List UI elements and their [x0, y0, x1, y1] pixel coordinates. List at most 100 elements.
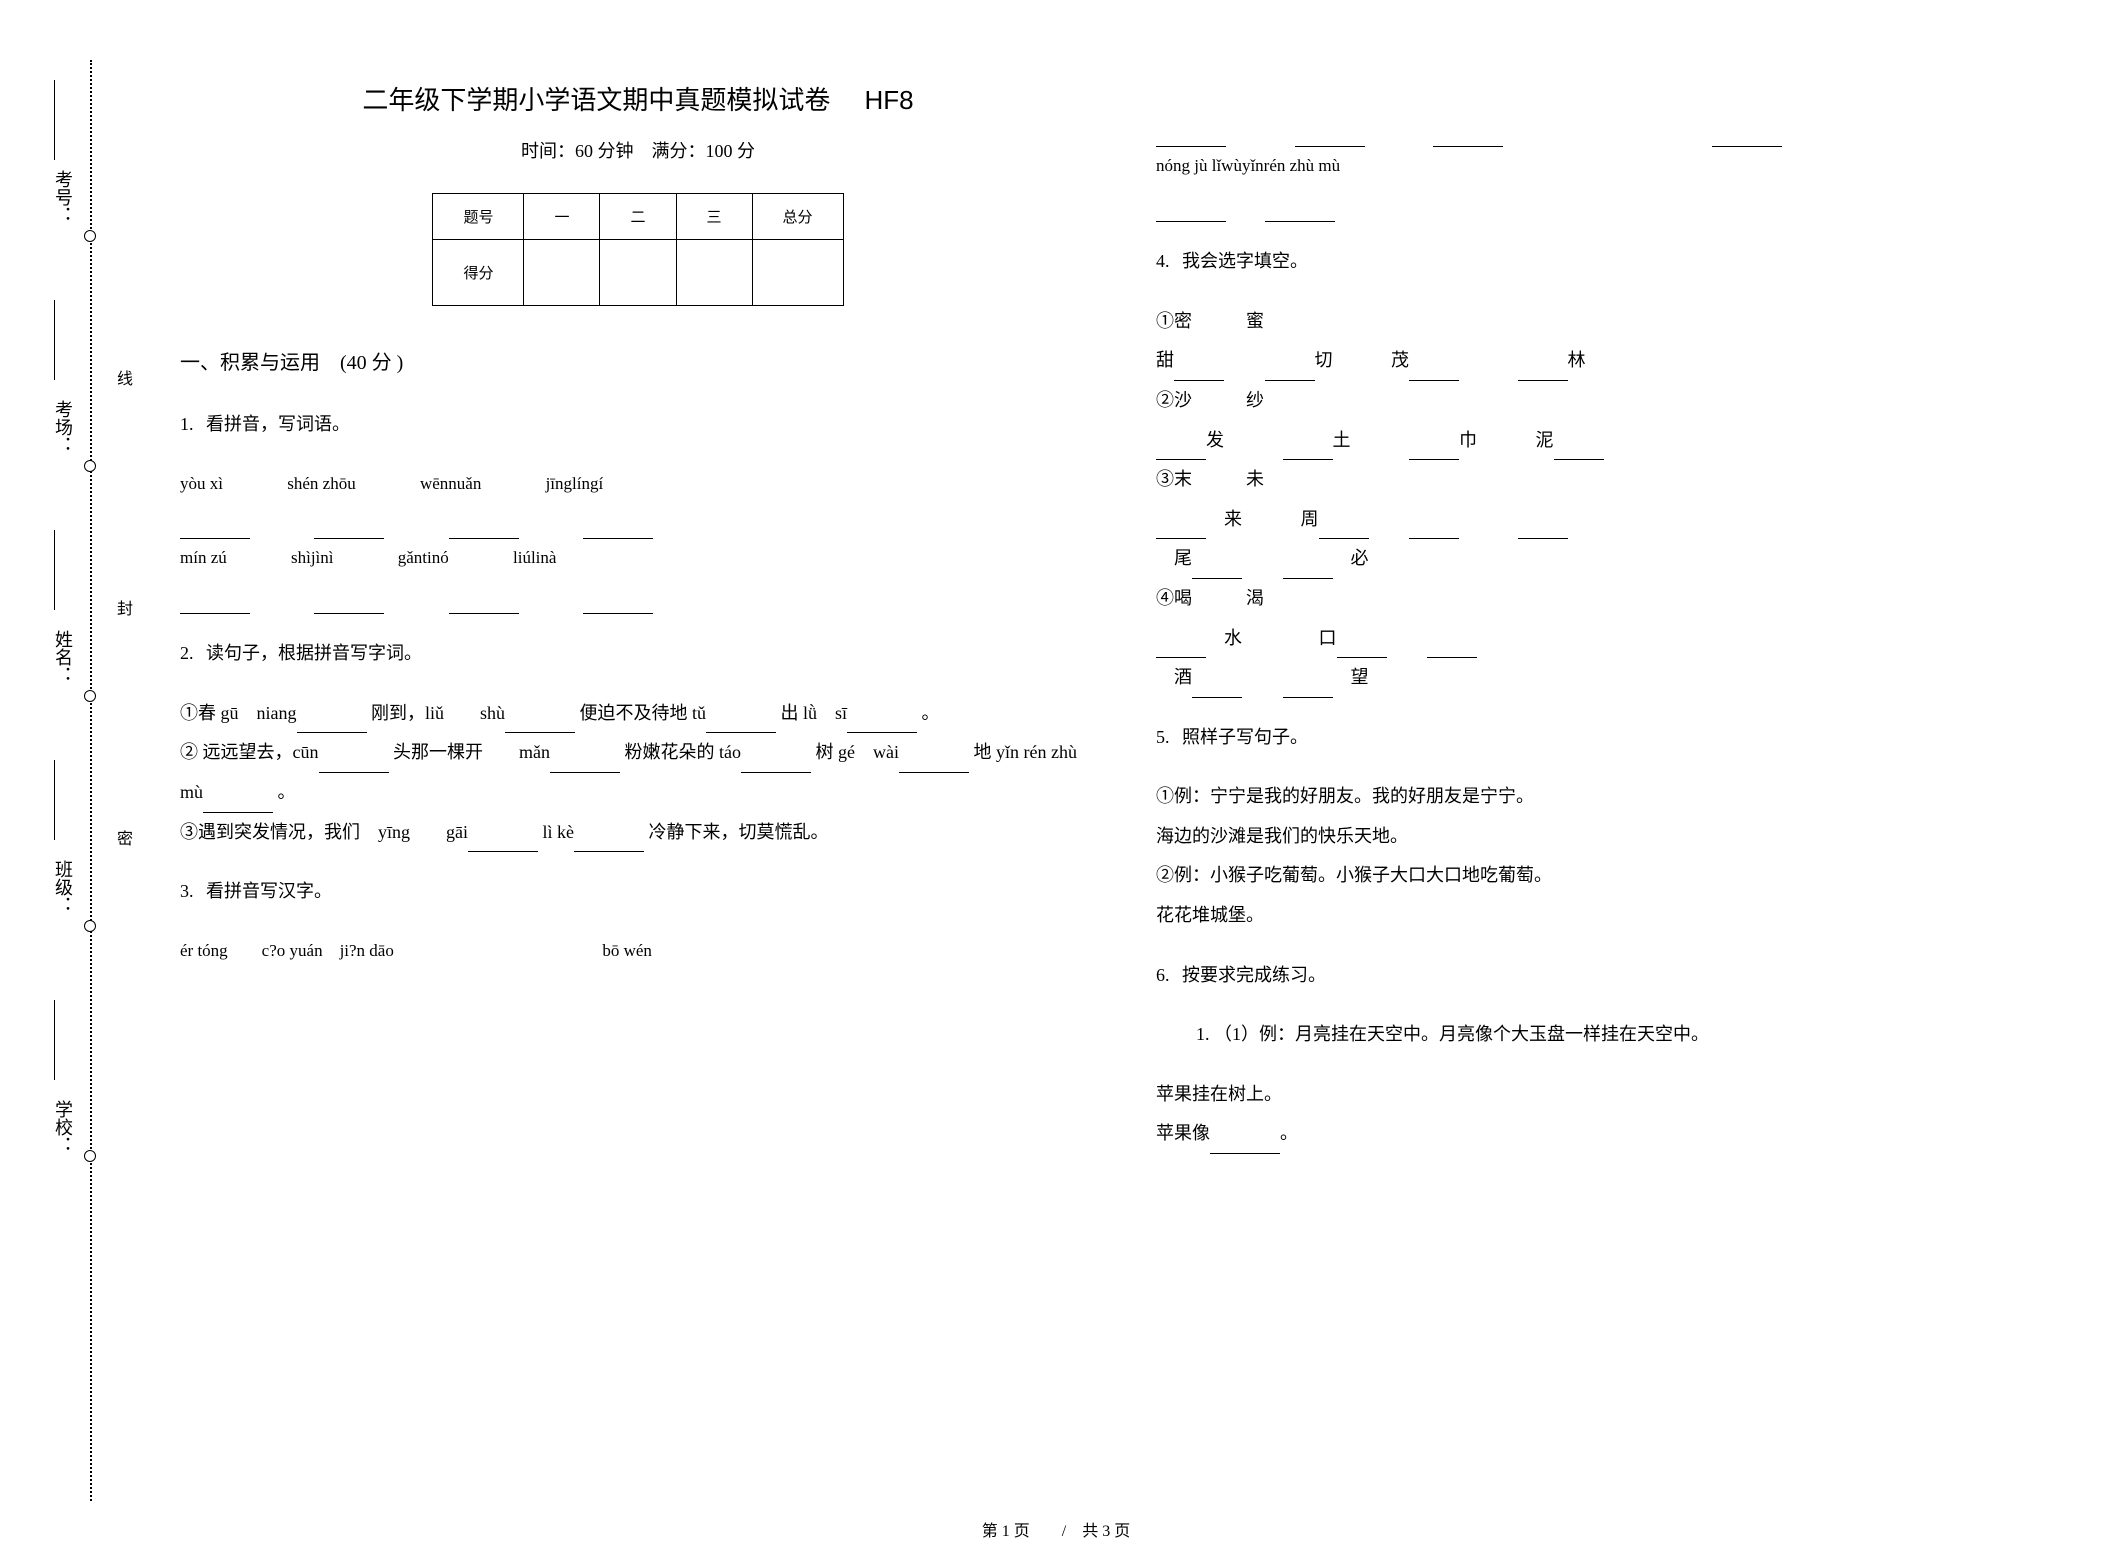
answer-blank [1156, 125, 1226, 147]
pinyin-row: nóng jù lǐwùyǐnrén zhù mù [1156, 147, 2072, 184]
answer-blank [706, 711, 776, 733]
answer-blank [899, 751, 969, 773]
text-part: 冷静下来，切莫慌乱。 [649, 822, 829, 842]
prompt-line: 苹果像。 [1156, 1114, 2072, 1154]
pinyin-item: wēnnuǎn [420, 465, 481, 502]
text-part: 土 [1333, 430, 1351, 450]
q6-sub1: 1. （1）例：月亮挂在天空中。月亮像个大玉盘一样挂在天空中。 [1156, 1015, 2072, 1055]
answer-blank [1409, 438, 1459, 460]
text-part: 周 [1301, 509, 1319, 529]
pinyin-row: yòu xì shén zhōu wēnnuǎn jīnglíngí [180, 465, 1096, 502]
q6-lines: 苹果挂在树上。 苹果像。 [1156, 1075, 2072, 1154]
pinyin-row [1156, 110, 2072, 147]
pinyin-item: liúlinà [513, 539, 556, 576]
pinyin-item: ér tóng c?o yuán ji?n dāo [180, 941, 394, 960]
answer-blank [319, 751, 389, 773]
text-part: 。 [1280, 1123, 1298, 1143]
question-title: 看拼音，写词语。 [206, 414, 350, 434]
left-column: 二年级下学期小学语文期中真题模拟试卷 HF8 时间：60 分钟 满分：100 分… [180, 30, 1096, 1531]
binding-circle [84, 230, 96, 242]
answer-blank [180, 502, 250, 539]
answer-blank [1265, 359, 1315, 381]
question-number: 5. [1156, 727, 1170, 747]
pinyin-item: mín zú [180, 539, 227, 576]
prompt-text: 海边的沙滩是我们的快乐天地。 [1156, 817, 2072, 857]
text-part: 甜 [1156, 350, 1174, 370]
question-title: 看拼音写汉字。 [206, 881, 332, 901]
text-part: 必 [1333, 548, 1369, 568]
question-2-body: ①春 gū niang 刚到，liǔ shù 便迫不及待地 tǔ 出 lǜ sī… [180, 694, 1096, 852]
text-part: 望 [1333, 667, 1369, 687]
answer-blank [314, 577, 384, 614]
question-6: 6. 按要求完成练习。 [1156, 956, 2072, 996]
text-part: 水 [1206, 628, 1242, 648]
question-number: 4. [1156, 251, 1170, 271]
right-column: nóng jù lǐwùyǐnrén zhù mù 4. 我会选字填空。 ①密 … [1156, 30, 2072, 1531]
text-part: 树 gé wài [816, 742, 899, 762]
pinyin-row: ér tóng c?o yuán ji?n dāo bō wén [180, 932, 1096, 969]
binding-circle [84, 920, 96, 932]
answer-blank [1283, 676, 1333, 698]
binding-circle [84, 1150, 96, 1162]
choice-label: ①密 蜜 [1156, 302, 2072, 342]
binding-label-class: 班级： [50, 860, 76, 914]
binding-underline [54, 1000, 56, 1080]
page-footer: 第 1 页 / 共 3 页 [982, 1517, 1130, 1541]
pinyin-item: shén zhōu [287, 465, 355, 502]
pinyin-item: jīnglíngí [546, 465, 604, 502]
table-cell: 得分 [433, 240, 524, 306]
binding-label-exam-id: 考号： [50, 170, 76, 224]
table-cell: 一 [524, 194, 600, 240]
text-part: 尾 [1156, 548, 1192, 568]
text-part: 便迫不及待地 tǔ [580, 703, 707, 723]
table-cell [676, 240, 752, 306]
pinyin-item: nóng jù lǐwùyǐnrén zhù mù [1156, 156, 1340, 175]
answer-blank [449, 502, 519, 539]
answer-blank [583, 502, 653, 539]
question-title: 我会选字填空。 [1182, 251, 1308, 271]
text-part: 口 [1319, 628, 1337, 648]
binding-dotted-line [90, 60, 92, 1501]
binding-underline [54, 80, 56, 160]
answer-blank [1156, 200, 1226, 222]
answer-blank [583, 577, 653, 614]
answer-blank [1409, 517, 1459, 539]
choice-label: ②沙 纱 [1156, 381, 2072, 421]
answer-blank [449, 577, 519, 614]
text-part: 发 [1206, 430, 1224, 450]
table-cell: 三 [676, 194, 752, 240]
text-part: 出 lǜ sī [781, 703, 848, 723]
question-4: 4. 我会选字填空。 [1156, 242, 2072, 282]
pinyin-row [180, 502, 1096, 539]
table-row: 题号 一 二 三 总分 [433, 194, 843, 240]
answer-blank [1192, 676, 1242, 698]
answer-blank [505, 711, 575, 733]
answer-blank [550, 751, 620, 773]
example-text: （1）例：月亮挂在天空中。月亮像个大玉盘一样挂在天空中。 [1214, 1024, 1709, 1044]
pinyin-row [1156, 185, 2072, 222]
answer-blank [1319, 517, 1369, 539]
answer-blank [1433, 125, 1503, 147]
question-2: 2. 读句子，根据拼音写字词。 [180, 634, 1096, 674]
answer-blank [741, 751, 811, 773]
title-row: 二年级下学期小学语文期中真题模拟试卷 HF8 [180, 80, 1096, 117]
pinyin-item: yòu xì [180, 465, 223, 502]
text-part: 刚到，liǔ shù [371, 703, 505, 723]
prompt-text: 苹果挂在树上。 [1156, 1075, 2072, 1115]
answer-blank [297, 711, 367, 733]
question-title: 读句子，根据拼音写字词。 [206, 643, 422, 663]
answer-blank [468, 830, 538, 852]
answer-blank [1283, 557, 1333, 579]
answer-blank [847, 711, 917, 733]
text-part: lì kè [543, 822, 575, 842]
q5-body: ①例：宁宁是我的好朋友。我的好朋友是宁宁。 海边的沙滩是我们的快乐天地。 ②例：… [1156, 777, 2072, 935]
question-1: 1. 看拼音，写词语。 [180, 405, 1096, 445]
main-title: 二年级下学期小学语文期中真题模拟试卷 [362, 86, 830, 115]
choice-label: ④喝 渴 [1156, 579, 2072, 619]
answer-blank [1712, 125, 1782, 147]
answer-blank [1192, 557, 1242, 579]
pinyin-item: shìjìnì [291, 539, 334, 576]
table-cell: 二 [600, 194, 676, 240]
question-5: 5. 照样子写句子。 [1156, 718, 2072, 758]
binding-circle [84, 460, 96, 472]
